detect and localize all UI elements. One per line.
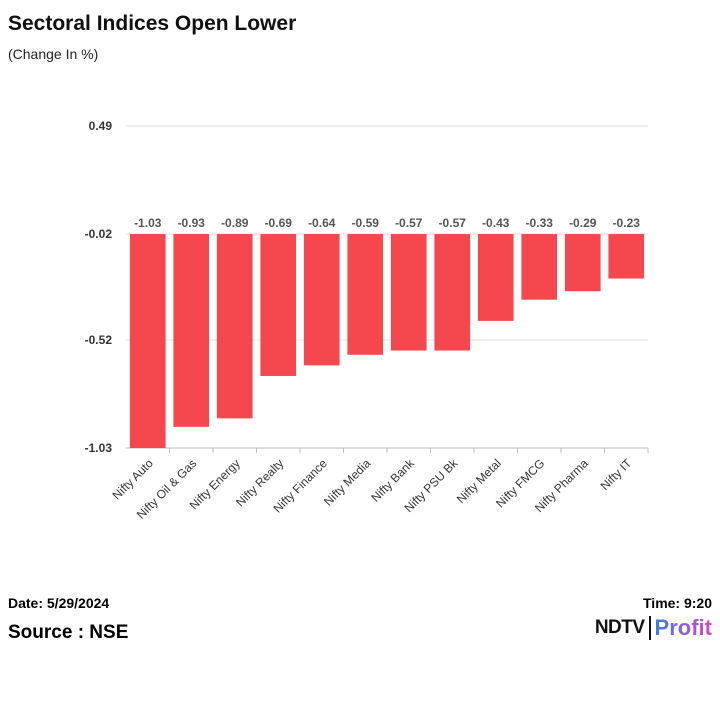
chart-title: Sectoral Indices Open Lower — [8, 12, 297, 35]
time-label: Time: 9:20 — [643, 595, 712, 611]
data-label: -0.33 — [526, 216, 554, 230]
data-label: -0.69 — [265, 216, 293, 230]
x-tick-label: Nifty Media — [321, 456, 374, 509]
bar — [564, 234, 601, 292]
data-label: -0.59 — [352, 216, 380, 230]
bar — [390, 234, 427, 351]
date-label: Date: 5/29/2024 — [8, 595, 110, 611]
bar — [173, 234, 210, 427]
y-tick-label: -0.52 — [85, 333, 113, 347]
brand-separator — [648, 616, 651, 640]
bar — [477, 234, 514, 321]
y-tick-label: 0.49 — [89, 119, 113, 133]
data-label: -0.57 — [395, 216, 423, 230]
bar — [434, 234, 471, 351]
bar — [608, 234, 645, 279]
data-label: -0.64 — [308, 216, 336, 230]
bar — [260, 234, 297, 376]
data-label: -0.93 — [178, 216, 206, 230]
data-label: -0.89 — [221, 216, 249, 230]
brand-ndtv: NDTV — [594, 617, 645, 638]
brand-profit: Profit — [654, 615, 712, 640]
data-label: -0.23 — [613, 216, 641, 230]
bar — [521, 234, 558, 300]
bar — [216, 234, 253, 419]
bar — [347, 234, 384, 355]
bar — [129, 234, 166, 448]
data-label: -0.29 — [569, 216, 597, 230]
data-label: -0.57 — [439, 216, 467, 230]
bar — [303, 234, 340, 366]
data-label: -0.43 — [482, 216, 510, 230]
x-tick-label: Nifty IT — [598, 456, 635, 493]
ndtv-profit-logo: NDTV Profit — [595, 614, 712, 642]
y-tick-label: -0.02 — [85, 227, 113, 241]
source-label: Source : NSE — [8, 622, 129, 643]
data-label: -1.03 — [134, 216, 162, 230]
chart-subtitle: (Change In %) — [8, 46, 99, 62]
y-tick-label: -1.03 — [85, 441, 113, 455]
